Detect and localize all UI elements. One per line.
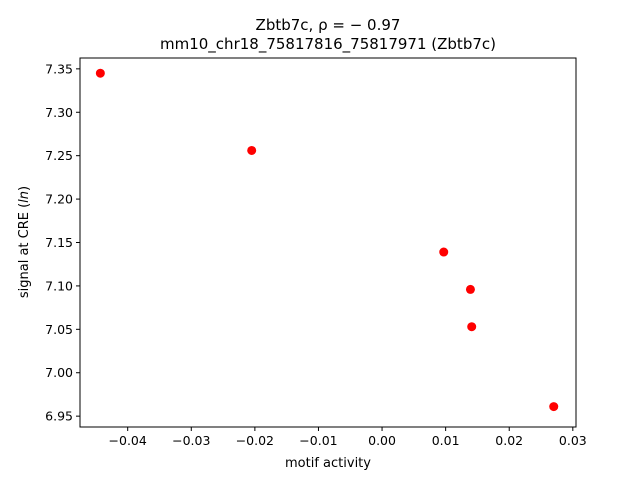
x-tick-label: −0.02 — [236, 433, 274, 448]
y-axis-label-italic: ln — [17, 191, 32, 203]
data-point — [95, 68, 105, 78]
y-axis-ticks: 6.95 7.00 7.05 7.10 7.15 7.20 7.25 7.30 7.35 — [45, 61, 80, 424]
y-tick-label: 7.25 — [45, 148, 73, 163]
x-tick-label: −0.01 — [299, 433, 337, 448]
x-tick-label: 0.00 — [368, 433, 396, 448]
y-tick-label: 7.05 — [45, 322, 73, 337]
x-tick-label: 0.03 — [559, 433, 587, 448]
y-tick-label: 7.10 — [45, 278, 73, 293]
data-point — [549, 402, 559, 412]
y-tick-label: 6.95 — [45, 409, 73, 424]
data-point — [247, 145, 257, 155]
x-tick-label: 0.01 — [432, 433, 460, 448]
data-point — [439, 247, 449, 257]
y-tick-label: 7.20 — [45, 192, 73, 207]
data-points — [95, 68, 559, 412]
x-axis-ticks: −0.04 −0.03 −0.02 −0.01 0.00 0.01 0.02 0.03 — [109, 427, 587, 448]
y-axis-label: signal at CRE (ln) — [17, 186, 32, 298]
y-tick-label: 7.00 — [45, 365, 73, 380]
y-axis-label-main: signal at CRE ( — [17, 203, 32, 298]
x-axis-label: motif activity — [285, 456, 371, 471]
x-tick-label: 0.02 — [495, 433, 523, 448]
data-point — [467, 322, 477, 332]
y-tick-label: 7.15 — [45, 235, 73, 250]
y-tick-label: 7.35 — [45, 61, 73, 76]
x-tick-label: −0.03 — [172, 433, 210, 448]
x-tick-label: −0.04 — [109, 433, 147, 448]
data-point — [465, 284, 475, 294]
y-tick-label: 7.30 — [45, 105, 73, 120]
y-axis-label-end: ) — [17, 186, 32, 191]
chart-title-line2: mm10_chr18_75817816_75817971 (Zbtb7c) — [160, 35, 496, 54]
chart-title-line1: Zbtb7c, ρ = − 0.97 — [256, 16, 401, 34]
